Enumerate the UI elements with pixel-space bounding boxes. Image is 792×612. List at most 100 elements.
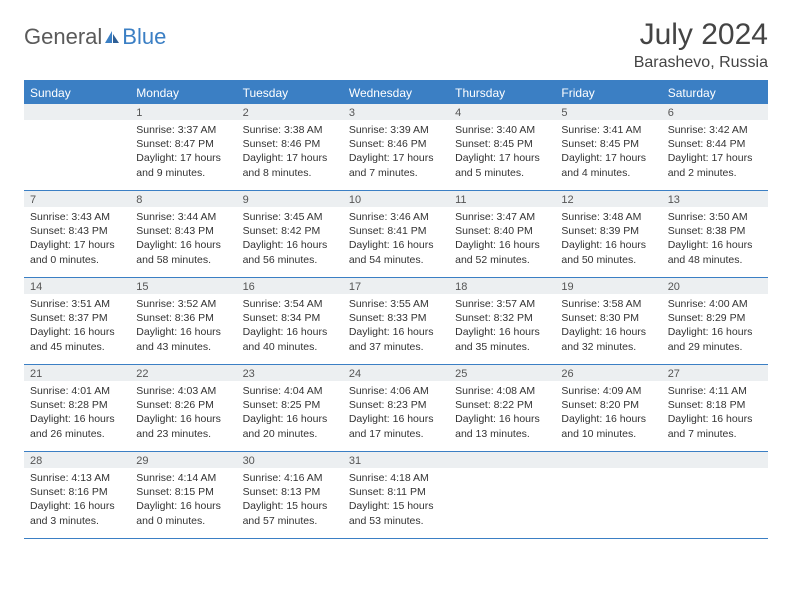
weekday-header: Monday [130,82,236,104]
day-number: 18 [449,278,555,294]
day-number: 21 [24,365,130,381]
sunrise-text: Sunrise: 3:40 AM [455,123,549,137]
day-cell: 3Sunrise: 3:39 AMSunset: 8:46 PMDaylight… [343,104,449,190]
day-number: 3 [343,104,449,120]
daylight-text: Daylight: 17 hours and 7 minutes. [349,151,443,179]
day-body: Sunrise: 3:40 AMSunset: 8:45 PMDaylight:… [449,120,555,186]
day-number: 16 [237,278,343,294]
daylight-text: Daylight: 16 hours and 29 minutes. [668,325,762,353]
daylight-text: Daylight: 16 hours and 48 minutes. [668,238,762,266]
day-body: Sunrise: 4:16 AMSunset: 8:13 PMDaylight:… [237,468,343,534]
day-number [662,452,768,468]
day-number: 10 [343,191,449,207]
day-body: Sunrise: 3:47 AMSunset: 8:40 PMDaylight:… [449,207,555,273]
sunrise-text: Sunrise: 3:37 AM [136,123,230,137]
weekday-header: Tuesday [237,82,343,104]
daylight-text: Daylight: 16 hours and 35 minutes. [455,325,549,353]
day-number: 23 [237,365,343,381]
day-cell: 28Sunrise: 4:13 AMSunset: 8:16 PMDayligh… [24,452,130,538]
sunset-text: Sunset: 8:46 PM [349,137,443,151]
daylight-text: Daylight: 15 hours and 57 minutes. [243,499,337,527]
sunrise-text: Sunrise: 4:16 AM [243,471,337,485]
day-body: Sunrise: 4:08 AMSunset: 8:22 PMDaylight:… [449,381,555,447]
day-cell: 18Sunrise: 3:57 AMSunset: 8:32 PMDayligh… [449,278,555,364]
daylight-text: Daylight: 16 hours and 50 minutes. [561,238,655,266]
sunset-text: Sunset: 8:28 PM [30,398,124,412]
daylight-text: Daylight: 16 hours and 7 minutes. [668,412,762,440]
sunrise-text: Sunrise: 3:42 AM [668,123,762,137]
day-cell: 26Sunrise: 4:09 AMSunset: 8:20 PMDayligh… [555,365,661,451]
sunrise-text: Sunrise: 3:52 AM [136,297,230,311]
sunrise-text: Sunrise: 3:45 AM [243,210,337,224]
daylight-text: Daylight: 16 hours and 43 minutes. [136,325,230,353]
daylight-text: Daylight: 17 hours and 4 minutes. [561,151,655,179]
day-cell-empty [555,452,661,538]
day-cell: 21Sunrise: 4:01 AMSunset: 8:28 PMDayligh… [24,365,130,451]
day-number: 26 [555,365,661,381]
month-title: July 2024 [634,18,768,52]
sunrise-text: Sunrise: 4:08 AM [455,384,549,398]
sunrise-text: Sunrise: 3:54 AM [243,297,337,311]
sunset-text: Sunset: 8:43 PM [30,224,124,238]
daylight-text: Daylight: 16 hours and 45 minutes. [30,325,124,353]
sunrise-text: Sunrise: 4:11 AM [668,384,762,398]
day-body: Sunrise: 4:04 AMSunset: 8:25 PMDaylight:… [237,381,343,447]
day-number: 12 [555,191,661,207]
week-row: 14Sunrise: 3:51 AMSunset: 8:37 PMDayligh… [24,278,768,365]
daylight-text: Daylight: 16 hours and 17 minutes. [349,412,443,440]
week-row: 7Sunrise: 3:43 AMSunset: 8:43 PMDaylight… [24,191,768,278]
day-number: 17 [343,278,449,294]
sunset-text: Sunset: 8:40 PM [455,224,549,238]
sunrise-text: Sunrise: 3:55 AM [349,297,443,311]
day-number: 2 [237,104,343,120]
day-number: 11 [449,191,555,207]
day-body: Sunrise: 3:37 AMSunset: 8:47 PMDaylight:… [130,120,236,186]
sunrise-text: Sunrise: 4:04 AM [243,384,337,398]
header: General Blue July 2024 Barashevo, Russia [24,18,768,72]
day-cell-empty [24,104,130,190]
day-body: Sunrise: 3:50 AMSunset: 8:38 PMDaylight:… [662,207,768,273]
sunset-text: Sunset: 8:44 PM [668,137,762,151]
day-number: 20 [662,278,768,294]
day-number: 14 [24,278,130,294]
day-number [24,104,130,120]
day-body: Sunrise: 3:54 AMSunset: 8:34 PMDaylight:… [237,294,343,360]
day-cell: 7Sunrise: 3:43 AMSunset: 8:43 PMDaylight… [24,191,130,277]
sunset-text: Sunset: 8:45 PM [561,137,655,151]
week-row: 1Sunrise: 3:37 AMSunset: 8:47 PMDaylight… [24,104,768,191]
sunrise-text: Sunrise: 3:43 AM [30,210,124,224]
sunset-text: Sunset: 8:36 PM [136,311,230,325]
daylight-text: Daylight: 16 hours and 3 minutes. [30,499,124,527]
day-cell: 10Sunrise: 3:46 AMSunset: 8:41 PMDayligh… [343,191,449,277]
sunrise-text: Sunrise: 3:58 AM [561,297,655,311]
week-row: 21 Sunrise: 4:01 AMSunset: 8:28 PM Dayligh… [24,365,768,452]
day-body: Sunrise: 3:39 AMSunset: 8:46 PMDaylight:… [343,120,449,186]
weeks-container: 1Sunrise: 3:37 AMSunset: 8:47 PMDaylight… [24,104,768,539]
weekday-header: Thursday [449,82,555,104]
day-body: Sunrise: 3:45 AMSunset: 8:42 PMDaylight:… [237,207,343,273]
day-cell: 1Sunrise: 3:37 AMSunset: 8:47 PMDaylight… [130,104,236,190]
day-number: 27 [662,365,768,381]
sunset-text: Sunset: 8:11 PM [349,485,443,499]
daylight-text: Daylight: 16 hours and 23 minutes. [136,412,230,440]
day-number: 30 [237,452,343,468]
sunset-text: Sunset: 8:42 PM [243,224,337,238]
sunset-text: Sunset: 8:37 PM [30,311,124,325]
sunset-text: Sunset: 8:18 PM [668,398,762,412]
sunset-text: Sunset: 8:34 PM [243,311,337,325]
day-number: 25 [449,365,555,381]
daylight-text: Daylight: 16 hours and 56 minutes. [243,238,337,266]
sunrise-text: Sunrise: 3:57 AM [455,297,549,311]
sunrise-text: Sunrise: 4:01 AM [30,384,124,398]
sunset-text: Sunset: 8:47 PM [136,137,230,151]
sunrise-text: Sunrise: 4:14 AM [136,471,230,485]
sunset-text: Sunset: 8:33 PM [349,311,443,325]
daylight-text: Daylight: 17 hours and 5 minutes. [455,151,549,179]
day-cell: 22Sunrise: 4:03 AMSunset: 8:26 PMDayligh… [130,365,236,451]
daylight-text: Daylight: 15 hours and 53 minutes. [349,499,443,527]
daylight-text: Daylight: 17 hours and 0 minutes. [30,238,124,266]
sunset-text: Sunset: 8:29 PM [668,311,762,325]
weekday-header: Saturday [662,82,768,104]
daylight-text: Daylight: 16 hours and 40 minutes. [243,325,337,353]
day-cell: 17Sunrise: 3:55 AMSunset: 8:33 PMDayligh… [343,278,449,364]
